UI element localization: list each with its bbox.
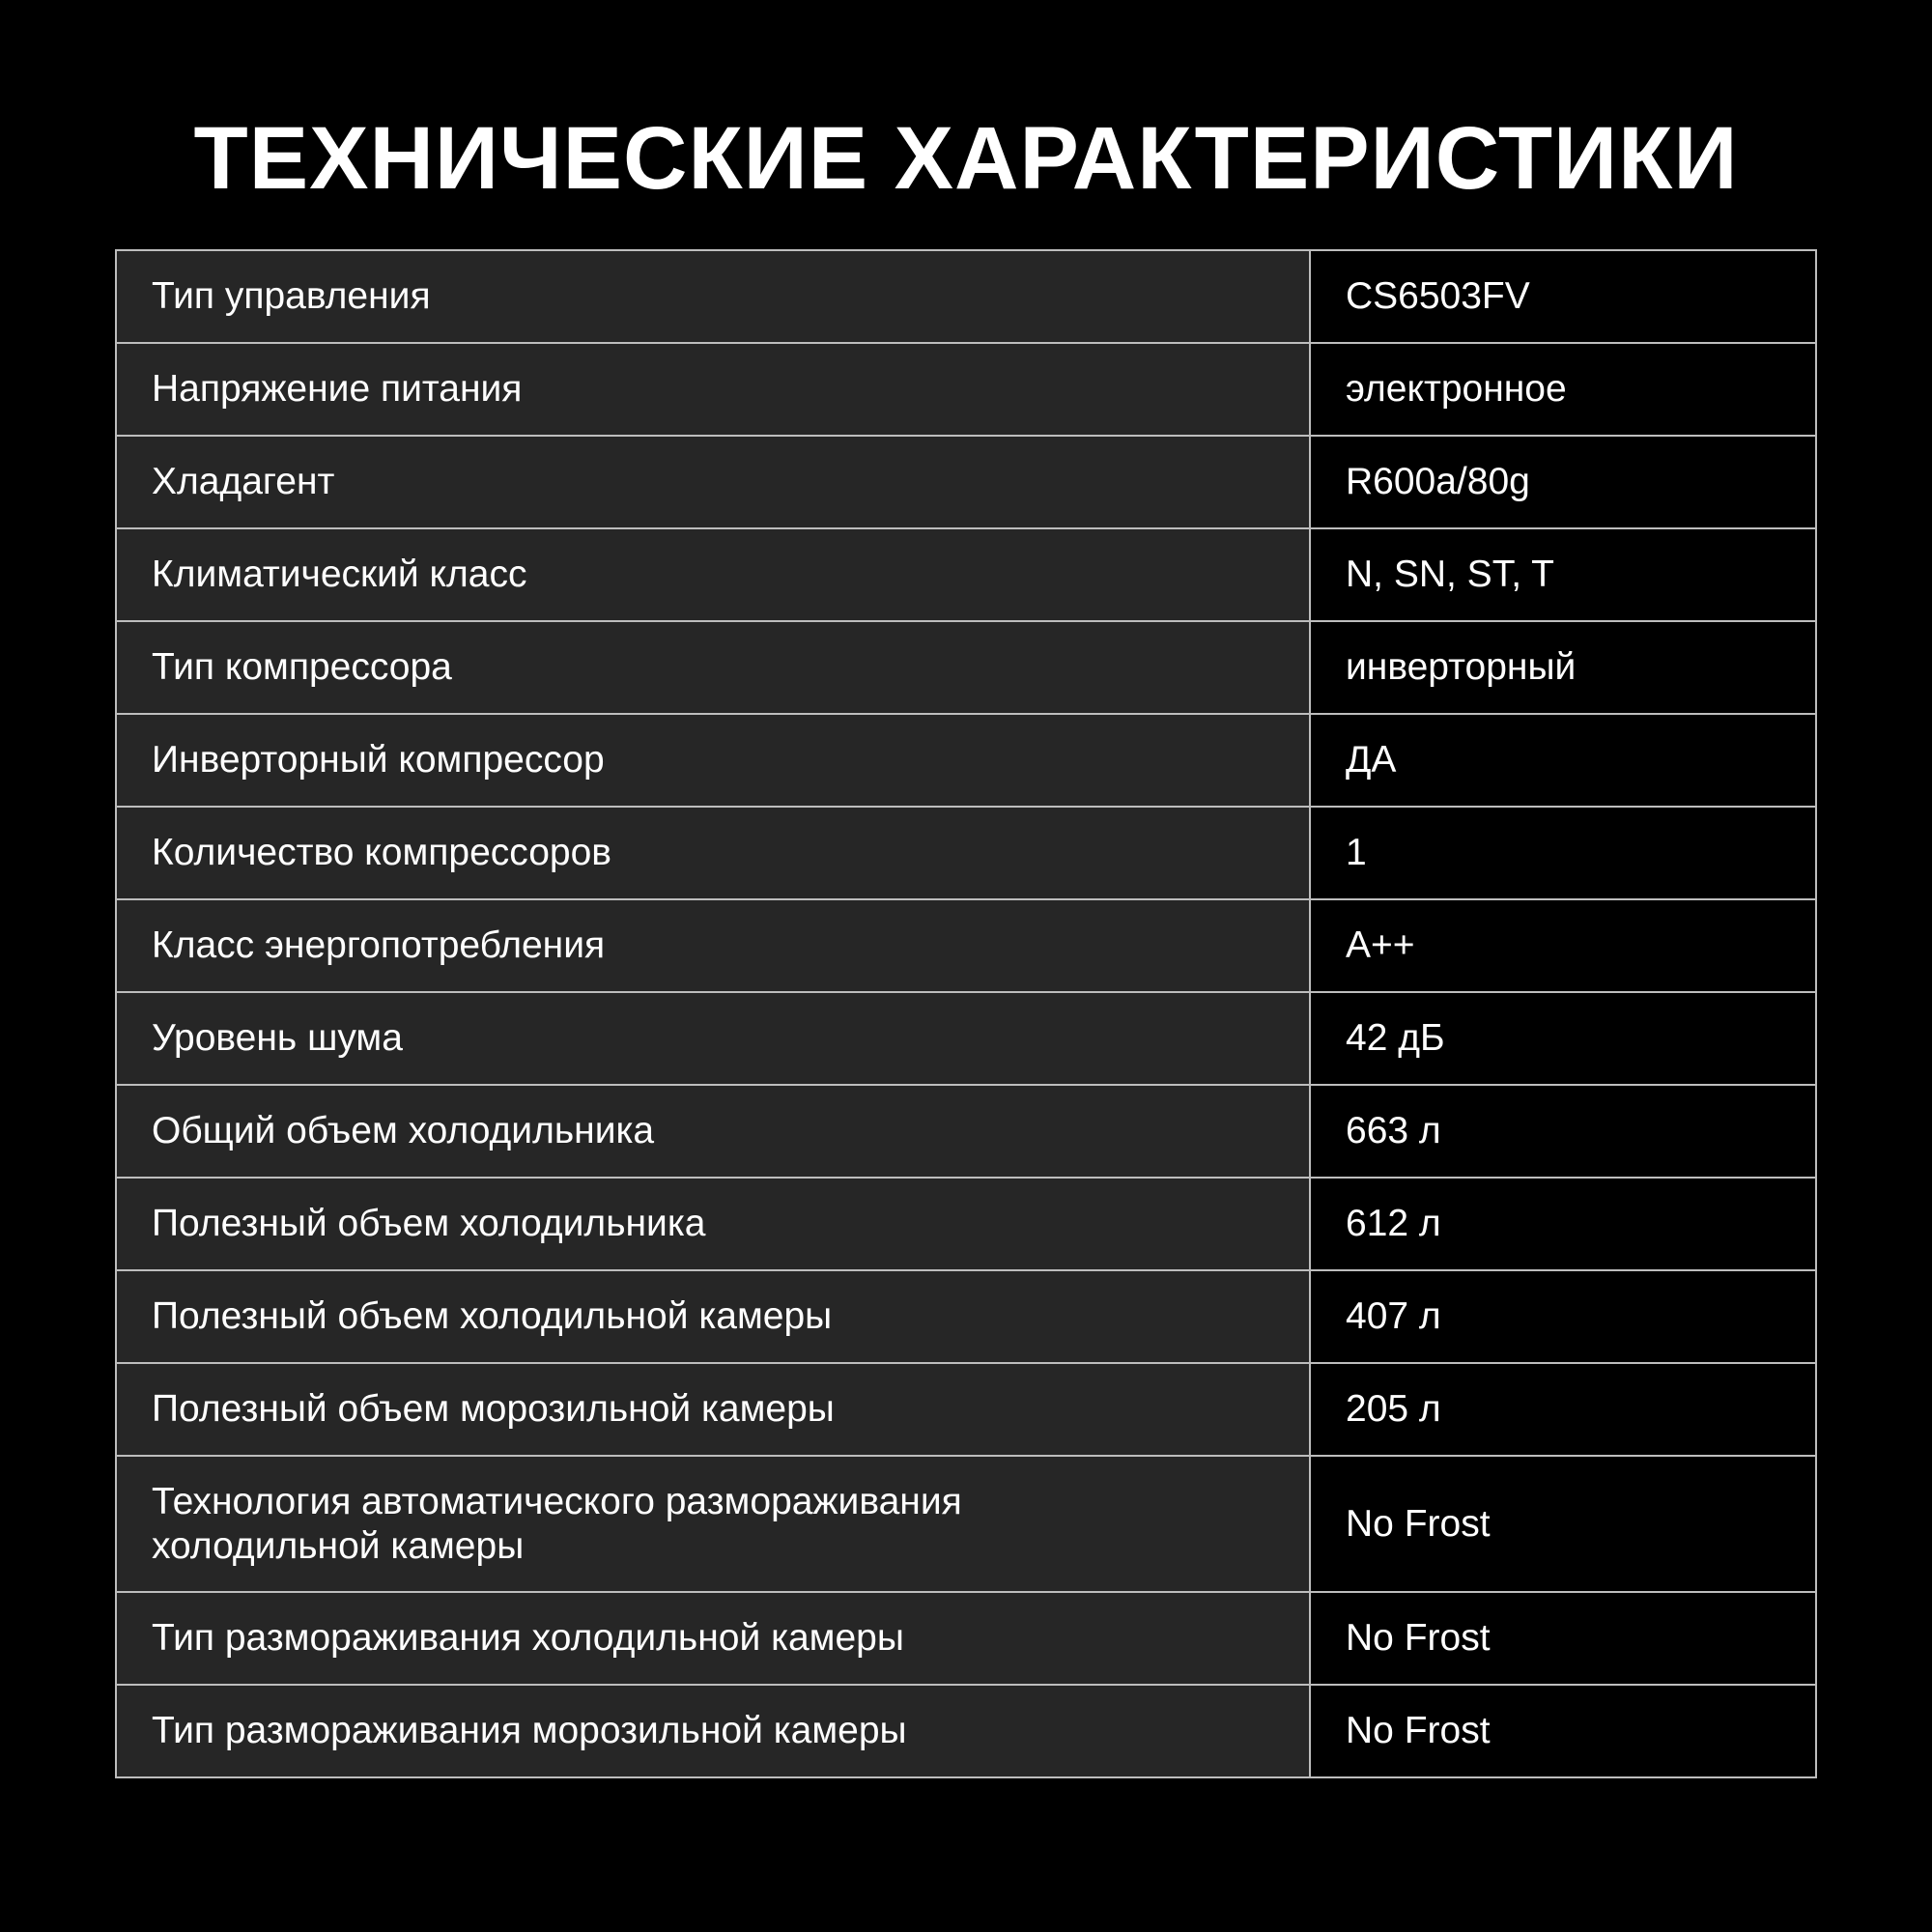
table-row: Полезный объем холодильника 612 л bbox=[115, 1177, 1817, 1271]
spec-value: A++ bbox=[1309, 898, 1817, 993]
table-row: Климатический класс N, SN, ST, T bbox=[115, 527, 1817, 622]
spec-value: No Frost bbox=[1309, 1455, 1817, 1593]
table-row: Тип компрессора инверторный bbox=[115, 620, 1817, 715]
table-row: Общий объем холодильника 663 л bbox=[115, 1084, 1817, 1179]
table-row: Количество компрессоров 1 bbox=[115, 806, 1817, 900]
spec-label: Полезный объем холодильника bbox=[115, 1177, 1311, 1271]
spec-label: Класс энергопотребления bbox=[115, 898, 1311, 993]
spec-label: Количество компрессоров bbox=[115, 806, 1311, 900]
spec-label: Тип компрессора bbox=[115, 620, 1311, 715]
table-row: Тип размораживания холодильной камеры No … bbox=[115, 1591, 1817, 1686]
spec-label: Полезный объем морозильной камеры bbox=[115, 1362, 1311, 1457]
spec-label: Тип размораживания морозильной камеры bbox=[115, 1684, 1311, 1778]
spec-label: Общий объем холодильника bbox=[115, 1084, 1311, 1179]
spec-value: инверторный bbox=[1309, 620, 1817, 715]
table-row: Инверторный компрессор ДА bbox=[115, 713, 1817, 808]
table-row: Полезный объем морозильной камеры 205 л bbox=[115, 1362, 1817, 1457]
spec-label: Климатический класс bbox=[115, 527, 1311, 622]
spec-value: электронное bbox=[1309, 342, 1817, 437]
table-row: Тип размораживания морозильной камеры No … bbox=[115, 1684, 1817, 1778]
table-row: Технология автоматического размораживани… bbox=[115, 1455, 1817, 1593]
spec-value: CS6503FV bbox=[1309, 249, 1817, 344]
spec-value: ДА bbox=[1309, 713, 1817, 808]
specs-table: Тип управления CS6503FV Напряжение питания… bbox=[115, 249, 1817, 1778]
spec-value: 663 л bbox=[1309, 1084, 1817, 1179]
table-row: Уровень шума 42 дБ bbox=[115, 991, 1817, 1086]
spec-value: N, SN, ST, T bbox=[1309, 527, 1817, 622]
table-row: Напряжение питания электронное bbox=[115, 342, 1817, 437]
table-row: Хладагент R600a/80g bbox=[115, 435, 1817, 529]
spec-label: Тип размораживания холодильной камеры bbox=[115, 1591, 1311, 1686]
spec-value: 407 л bbox=[1309, 1269, 1817, 1364]
spec-value: 42 дБ bbox=[1309, 991, 1817, 1086]
spec-value: No Frost bbox=[1309, 1591, 1817, 1686]
spec-label: Тип управления bbox=[115, 249, 1311, 344]
spec-label: Хладагент bbox=[115, 435, 1311, 529]
spec-label: Технология автоматического размораживани… bbox=[115, 1455, 1311, 1593]
spec-label: Полезный объем холодильной камеры bbox=[115, 1269, 1311, 1364]
table-row: Тип управления CS6503FV bbox=[115, 249, 1817, 344]
table-row: Полезный объем холодильной камеры 407 л bbox=[115, 1269, 1817, 1364]
spec-value: 612 л bbox=[1309, 1177, 1817, 1271]
page-title: ТЕХНИЧЕСКИЕ ХАРАКТЕРИСТИКИ bbox=[193, 109, 1739, 208]
table-row: Класс энергопотребления A++ bbox=[115, 898, 1817, 993]
spec-label: Напряжение питания bbox=[115, 342, 1311, 437]
spec-label: Инверторный компрессор bbox=[115, 713, 1311, 808]
spec-value: 1 bbox=[1309, 806, 1817, 900]
spec-label: Уровень шума bbox=[115, 991, 1311, 1086]
spec-value: No Frost bbox=[1309, 1684, 1817, 1778]
spec-value: 205 л bbox=[1309, 1362, 1817, 1457]
spec-value: R600a/80g bbox=[1309, 435, 1817, 529]
